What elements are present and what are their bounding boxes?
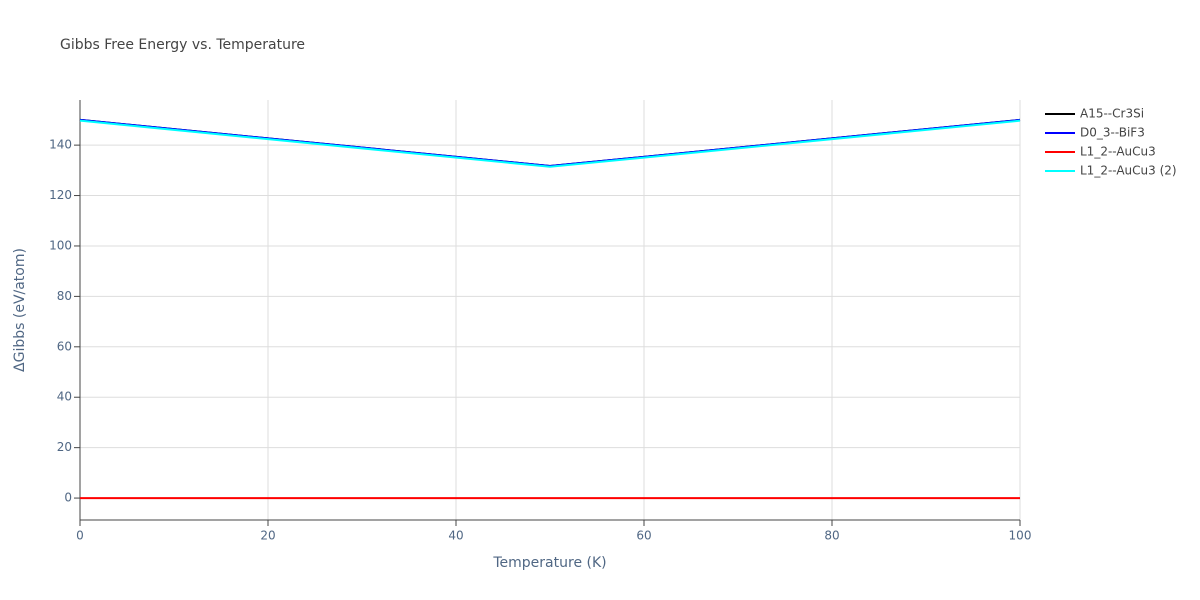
series-line bbox=[79, 119, 1021, 168]
y-tick-label: 80 bbox=[57, 289, 72, 303]
y-tick-label: 0 bbox=[64, 491, 72, 505]
y-tick-label: 100 bbox=[49, 238, 72, 252]
y-axis-title: ΔGibbs (eV/atom) bbox=[12, 248, 28, 372]
chart-title: Gibbs Free Energy vs. Temperature bbox=[60, 37, 305, 53]
x-tick-label: 100 bbox=[1009, 529, 1032, 543]
x-tick-label: 80 bbox=[824, 529, 839, 543]
series-line bbox=[79, 118, 1021, 168]
legend-label: D0_3--BiF3 bbox=[1080, 126, 1145, 140]
legend-label: L1_2--AuCu3 bbox=[1080, 145, 1156, 159]
y-tick-label: 60 bbox=[57, 339, 72, 353]
y-tick-label: 120 bbox=[49, 188, 72, 202]
series-line bbox=[79, 118, 1021, 168]
legend-label: L1_2--AuCu3 (2) bbox=[1080, 164, 1177, 178]
x-tick-label: 20 bbox=[260, 529, 275, 543]
x-tick-label: 0 bbox=[76, 529, 84, 543]
x-axis-title: Temperature (K) bbox=[492, 555, 606, 571]
y-tick-label: 40 bbox=[57, 390, 72, 404]
legend-label: A15--Cr3Si bbox=[1080, 107, 1144, 121]
y-tick-label: 20 bbox=[57, 440, 72, 454]
x-tick-label: 60 bbox=[636, 529, 651, 543]
y-tick-label: 140 bbox=[49, 138, 72, 152]
x-tick-label: 40 bbox=[448, 529, 463, 543]
